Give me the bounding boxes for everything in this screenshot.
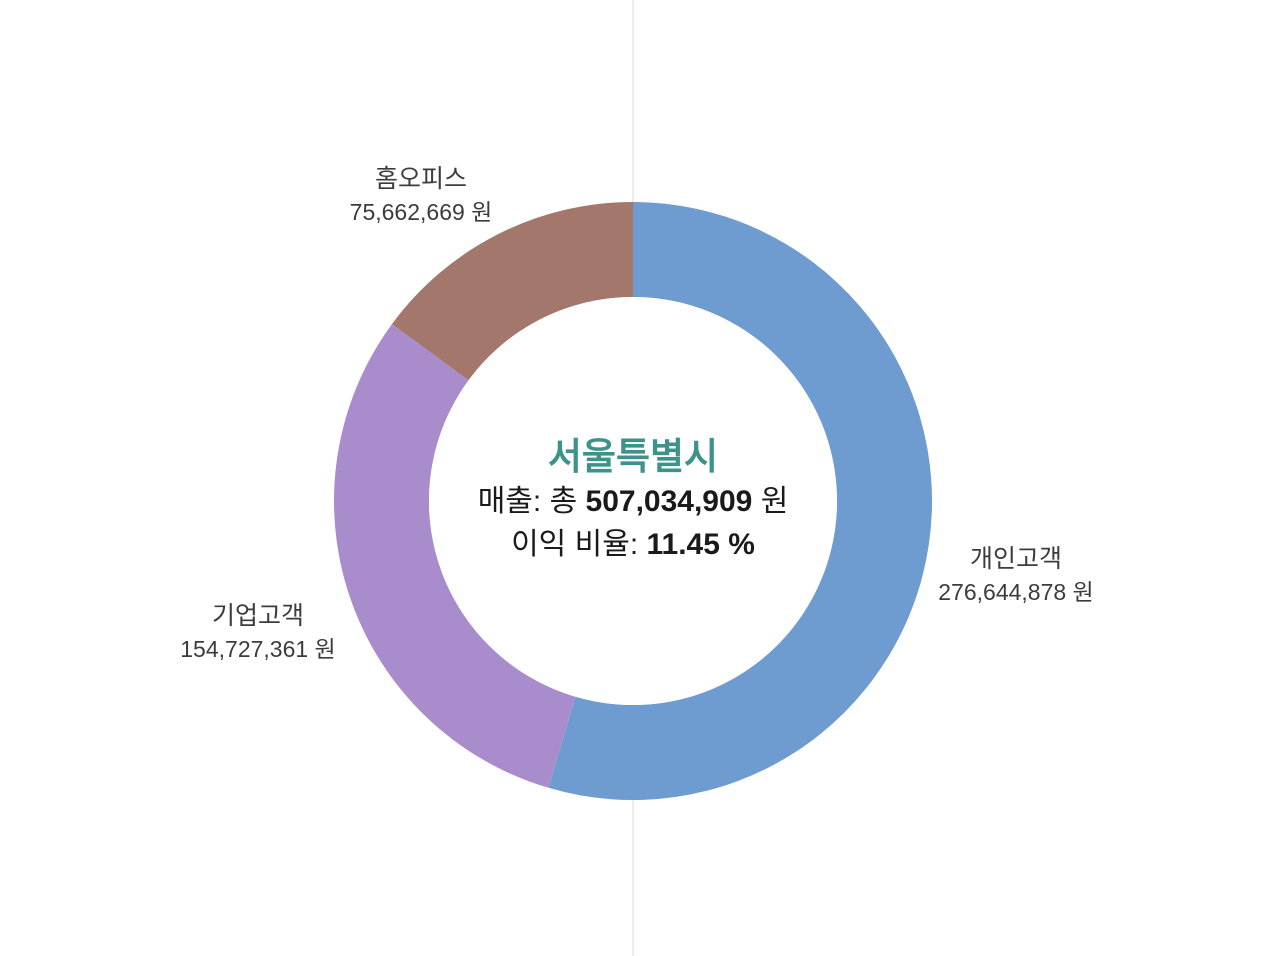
revenue-line: 매출: 총 507,034,909 원: [478, 480, 789, 523]
profit-prefix: 이익 비율:: [511, 528, 647, 561]
revenue-prefix: 매출: 총: [477, 485, 586, 518]
donut-center-label: 서울특별시 매출: 총 507,034,909 원 이익 비율: 11.45 %: [478, 434, 789, 566]
segment-label-individual: 개인고객 276,644,878 원: [938, 543, 1093, 609]
revenue-value: 507,034,909: [585, 485, 753, 518]
profit-value: 11.45 %: [646, 528, 755, 561]
donut-segment-1[interactable]: [334, 324, 576, 788]
segment-name: 개인고객: [969, 545, 1062, 573]
segment-name: 홈오피스: [374, 165, 468, 193]
profit-line: 이익 비율: 11.45 %: [478, 523, 789, 566]
segment-value: 75,662,669 원: [349, 199, 493, 225]
revenue-unit: 원: [752, 485, 789, 518]
segment-value: 154,727,361 원: [180, 636, 336, 662]
donut-segment-2[interactable]: [391, 202, 633, 381]
segment-label-corporate: 기업고객 154,727,361 원: [180, 600, 335, 666]
segment-value: 276,644,878 원: [938, 579, 1094, 605]
donut-segment-0[interactable]: [548, 202, 933, 800]
donut-hole: [429, 297, 837, 705]
segment-label-homeoffice: 홈오피스 75,662,669 원: [350, 163, 493, 229]
region-title: 서울특별시: [547, 436, 719, 477]
segment-name: 기업고객: [211, 602, 304, 630]
